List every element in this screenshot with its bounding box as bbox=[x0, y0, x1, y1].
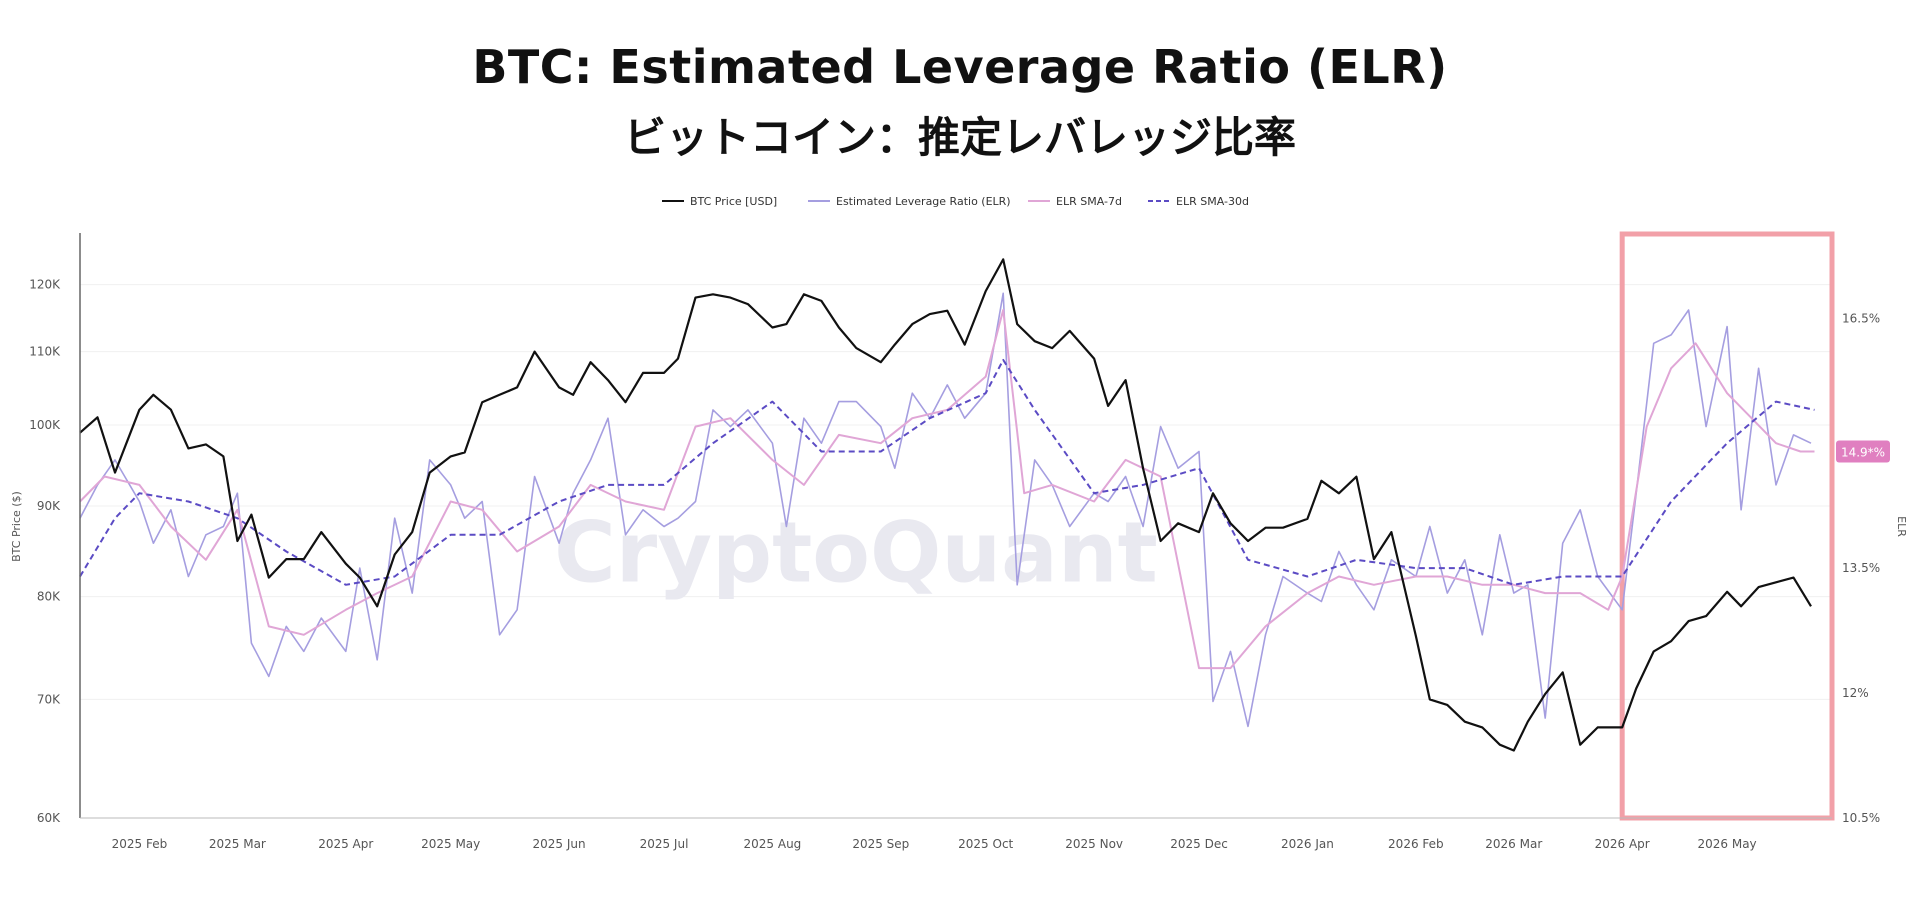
x-tick-label: 2026 Jan bbox=[1281, 837, 1334, 851]
highlight-box bbox=[1619, 231, 1835, 821]
y-left-tick-label: 110K bbox=[29, 345, 61, 359]
highlight-box-group bbox=[1619, 231, 1835, 821]
x-tick-label: 2026 Feb bbox=[1388, 837, 1444, 851]
y-left-tick-label: 90K bbox=[37, 499, 61, 513]
y-left-tick-label: 80K bbox=[37, 590, 61, 604]
x-tick-label: 2025 Jun bbox=[533, 837, 586, 851]
x-tick-label: 2026 Mar bbox=[1485, 837, 1542, 851]
y-right-axis-title: ELR bbox=[1895, 516, 1908, 537]
y-left-tick-label: 120K bbox=[29, 278, 61, 292]
x-tick-label: 2025 Feb bbox=[112, 837, 168, 851]
series-line-elr-sma-30d bbox=[79, 358, 1815, 586]
y-left-tick-label: 100K bbox=[29, 418, 61, 432]
y-right-tick-label: 13.5% bbox=[1842, 561, 1880, 575]
legend-item-label[interactable]: BTC Price [USD] bbox=[690, 195, 777, 208]
x-tick-label: 2025 Apr bbox=[318, 837, 373, 851]
legend-item-label[interactable]: ELR SMA-30d bbox=[1176, 195, 1249, 208]
y-right-tick-label: 16.5% bbox=[1842, 311, 1880, 325]
chart-title: BTC: Estimated Leverage Ratio (ELR) bbox=[472, 40, 1448, 94]
legend-item-label[interactable]: Estimated Leverage Ratio (ELR) bbox=[836, 195, 1011, 208]
axes-group: 60K 70K 80K 90K 100K 110K 120K 10.5% 12% 13.5% 16.… bbox=[10, 233, 1908, 851]
x-tick-label: 2025 Dec bbox=[1170, 837, 1228, 851]
series-line-btc-price-usd- bbox=[79, 258, 1812, 752]
x-tick-label: 2025 Jul bbox=[640, 837, 689, 851]
current-value-badge bbox=[1836, 440, 1890, 463]
y-left-axis-title: BTC Price ($) bbox=[10, 491, 23, 562]
x-tick-label: 2025 Oct bbox=[958, 837, 1013, 851]
x-tick-label: 2025 Aug bbox=[744, 837, 802, 851]
x-tick-label: 2025 Mar bbox=[209, 837, 266, 851]
watermark-text: CryptoQuant bbox=[554, 504, 1158, 602]
x-tick-label: 2025 May bbox=[421, 837, 480, 851]
legend-item-label[interactable]: ELR SMA-7d bbox=[1056, 195, 1122, 208]
x-tick-label: 2026 May bbox=[1698, 837, 1757, 851]
x-tick-label: 2025 Sep bbox=[852, 837, 909, 851]
series-line-elr-sma-7d bbox=[79, 309, 1815, 670]
y-left-tick-label: 70K bbox=[37, 692, 61, 706]
y-right-tick-label: 10.5% bbox=[1842, 811, 1880, 825]
current-value-label: 14.9*% bbox=[1841, 446, 1885, 460]
y-left-tick-label: 60K bbox=[37, 811, 61, 825]
chart-subtitle: ビットコイン：推定レバレッジ比率 bbox=[623, 113, 1296, 162]
series-group bbox=[79, 258, 1815, 752]
y-right-tick-label: 12% bbox=[1842, 686, 1869, 700]
x-tick-label: 2025 Nov bbox=[1065, 837, 1123, 851]
legend[interactable]: BTC Price [USD] Estimated Leverage Ratio … bbox=[662, 195, 1249, 208]
x-tick-label: 2026 Apr bbox=[1595, 837, 1650, 851]
